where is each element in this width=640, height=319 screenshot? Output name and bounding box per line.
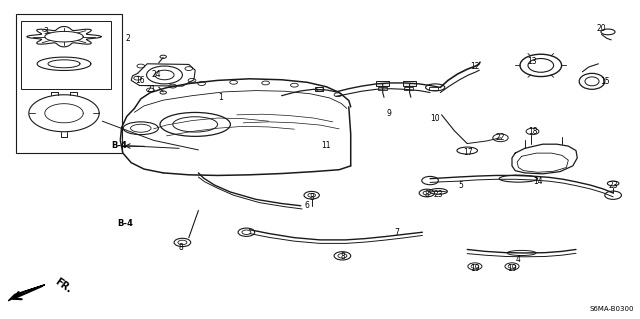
Text: 7: 7 — [394, 228, 399, 237]
Text: 13: 13 — [527, 57, 538, 66]
Text: 22: 22 — [496, 133, 505, 142]
Text: 1: 1 — [218, 93, 223, 102]
Text: 24: 24 — [152, 70, 162, 79]
Text: B-4: B-4 — [111, 141, 127, 150]
Text: 3: 3 — [44, 27, 49, 36]
Text: 23: 23 — [608, 181, 618, 190]
Text: 4: 4 — [516, 256, 521, 264]
Text: 19: 19 — [507, 264, 517, 273]
Text: 2: 2 — [125, 34, 131, 43]
Text: 18: 18 — [528, 127, 537, 136]
Text: 15: 15 — [600, 77, 611, 86]
Bar — [404, 87, 413, 90]
Bar — [376, 81, 389, 86]
Polygon shape — [8, 285, 45, 301]
Text: 12: 12 — [470, 63, 479, 71]
Bar — [315, 87, 323, 91]
Text: 10: 10 — [430, 114, 440, 123]
Text: B-4: B-4 — [118, 219, 133, 228]
Text: FR.: FR. — [53, 277, 74, 295]
Text: 9: 9 — [387, 109, 392, 118]
Text: 8: 8 — [340, 252, 345, 261]
Text: 16: 16 — [134, 76, 145, 85]
Bar — [378, 87, 387, 90]
Bar — [429, 87, 438, 90]
Text: 8: 8 — [179, 243, 184, 252]
Text: 23: 23 — [433, 190, 444, 199]
Text: 17: 17 — [463, 148, 474, 157]
Text: 11: 11 — [322, 141, 331, 150]
Bar — [16, 14, 122, 153]
Text: 8: 8 — [424, 190, 429, 199]
Bar — [21, 21, 111, 89]
Bar — [403, 81, 416, 86]
Text: 8: 8 — [309, 193, 314, 202]
Text: S6MA-B0300: S6MA-B0300 — [589, 306, 634, 312]
Text: 5: 5 — [458, 181, 463, 189]
Text: 21: 21 — [147, 85, 156, 94]
Text: 14: 14 — [532, 177, 543, 186]
Text: 6: 6 — [305, 201, 310, 210]
Text: 19: 19 — [470, 264, 480, 273]
Text: 20: 20 — [596, 24, 607, 33]
